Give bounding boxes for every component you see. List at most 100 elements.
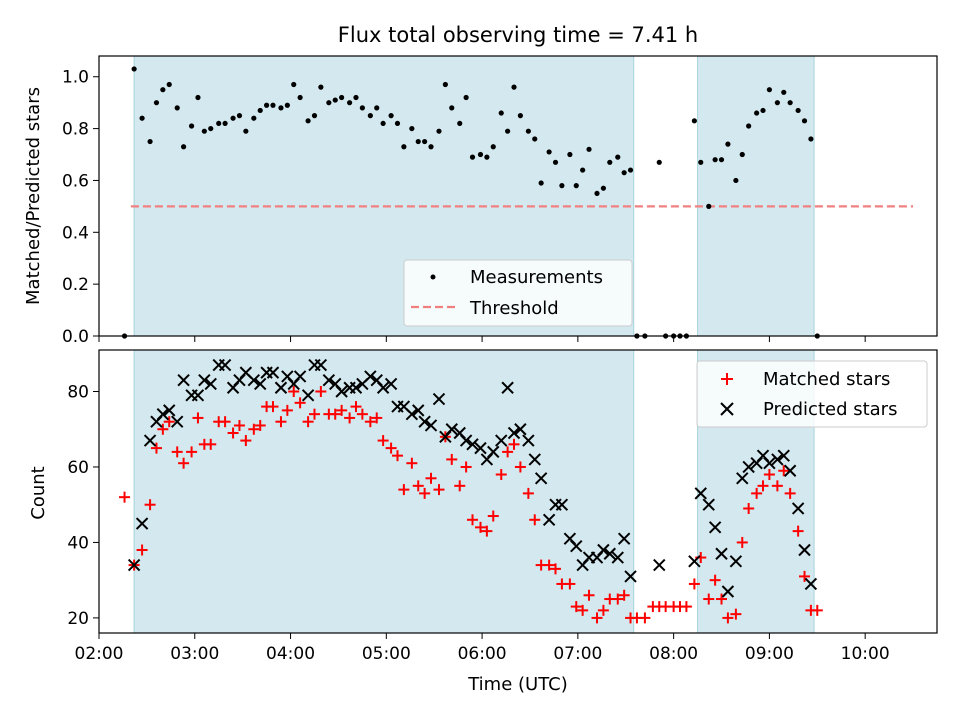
legend-measurements-marker — [430, 274, 436, 280]
measurement-point-62 — [552, 159, 559, 165]
predicted-point-78 — [715, 547, 728, 560]
measurement-point-54 — [498, 110, 504, 116]
measurement-point-51 — [477, 151, 484, 158]
matched-point-7 — [171, 446, 183, 458]
predicted-point-28 — [322, 373, 336, 387]
measurement-point-63 — [559, 183, 565, 189]
predicted-point-34 — [364, 370, 377, 383]
measurement-point-73 — [627, 167, 634, 173]
matched-point-96 — [784, 487, 796, 499]
predicted-point-27 — [314, 358, 328, 372]
predicted-point-55 — [507, 426, 521, 440]
matched-point-47 — [446, 453, 458, 465]
matched-point-98 — [799, 570, 811, 582]
matched-point-89 — [736, 536, 748, 548]
measurement-point-58 — [525, 128, 531, 134]
matched-point-18 — [248, 423, 260, 435]
legend-predicted-label: Predicted stars — [763, 399, 897, 420]
measurement-point-30 — [332, 97, 338, 103]
predicted-point-69 — [603, 547, 616, 560]
measurement-point-16 — [236, 113, 243, 119]
bottom-ytick-label-3: 80 — [67, 383, 89, 403]
measurement-point-28 — [318, 84, 324, 90]
matched-point-44 — [425, 472, 437, 484]
chart-title: Flux total observing time = 7.41 h — [338, 23, 698, 47]
measurement-point-88 — [739, 151, 745, 158]
measurement-point-87 — [733, 177, 739, 184]
measurement-point-90 — [754, 110, 760, 116]
predicted-point-17 — [247, 373, 261, 387]
predicted-point-87 — [777, 449, 790, 462]
measurement-point-96 — [795, 107, 801, 114]
legend-predicted-marker — [720, 402, 734, 416]
legend-matched-marker — [721, 373, 733, 385]
xtick-label-5: 07:00 — [553, 644, 602, 664]
measurement-point-81 — [691, 118, 697, 124]
predicted-point-1 — [135, 517, 149, 530]
bottom-legend-box — [696, 360, 928, 428]
matched-point-42 — [412, 480, 424, 492]
matched-point-94 — [771, 480, 783, 492]
matched-point-16 — [233, 419, 245, 431]
measurement-point-39 — [394, 120, 401, 127]
measurement-point-85 — [718, 157, 725, 163]
matched-point-21 — [267, 401, 279, 413]
matched-point-97 — [792, 525, 804, 537]
measurement-point-48 — [457, 120, 463, 127]
matched-point-6 — [163, 416, 175, 428]
measurement-point-97 — [801, 118, 808, 124]
measurement-point-24 — [291, 81, 297, 88]
measurement-point-91 — [760, 107, 766, 114]
bottom-ytick-label-2: 60 — [67, 458, 89, 478]
measurement-point-25 — [297, 94, 303, 101]
top-ytick-label-2: 0.4 — [62, 223, 89, 243]
predicted-point-49 — [466, 438, 479, 451]
predicted-point-37 — [384, 377, 398, 391]
top-ytick-label-1: 0.2 — [62, 275, 89, 295]
predicted-point-88 — [783, 464, 797, 477]
measurement-point-49 — [463, 94, 469, 101]
matched-point-86 — [716, 593, 728, 605]
predicted-point-46 — [445, 423, 458, 436]
measurement-point-38 — [388, 113, 394, 119]
predicted-point-91 — [804, 577, 818, 591]
matched-point-22 — [275, 416, 287, 428]
measurement-point-17 — [243, 128, 249, 134]
matched-point-9 — [186, 446, 198, 458]
matched-point-75 — [639, 612, 651, 624]
bottom-legend: Matched stars Predicted stars — [696, 360, 928, 428]
measurement-point-76 — [656, 159, 662, 165]
matched-point-92 — [757, 480, 769, 492]
predicted-point-50 — [474, 441, 487, 455]
matched-point-55 — [502, 446, 514, 458]
measurement-point-1 — [131, 66, 137, 72]
measurement-point-20 — [264, 102, 270, 108]
matched-point-38 — [385, 442, 397, 454]
matched-point-12 — [205, 438, 217, 450]
matched-point-17 — [240, 435, 252, 447]
legend-matched-label: Matched stars — [763, 369, 890, 390]
measurement-point-29 — [326, 100, 332, 106]
xtick-label-7: 09:00 — [745, 644, 794, 664]
measurement-point-4 — [153, 100, 160, 106]
predicted-point-25 — [301, 389, 315, 402]
measurement-point-83 — [706, 203, 712, 209]
predicted-point-18 — [254, 377, 267, 391]
matched-point-66 — [577, 604, 589, 616]
measurement-point-5 — [160, 87, 166, 93]
matched-point-31 — [336, 404, 348, 416]
predicted-point-30 — [335, 385, 348, 398]
predicted-point-72 — [624, 570, 637, 583]
measurement-point-89 — [746, 123, 752, 129]
predicted-point-57 — [522, 434, 535, 447]
predicted-point-20 — [266, 366, 280, 379]
top-legend-box — [403, 259, 633, 327]
matched-point-28 — [315, 386, 327, 398]
matched-point-82 — [688, 578, 700, 590]
predicted-point-0 — [127, 558, 141, 572]
predicted-point-21 — [274, 381, 288, 394]
xtick-label-1: 03:00 — [170, 644, 219, 664]
predicted-point-4 — [156, 407, 170, 421]
predicted-point-40 — [405, 407, 419, 421]
matched-point-41 — [406, 457, 418, 469]
